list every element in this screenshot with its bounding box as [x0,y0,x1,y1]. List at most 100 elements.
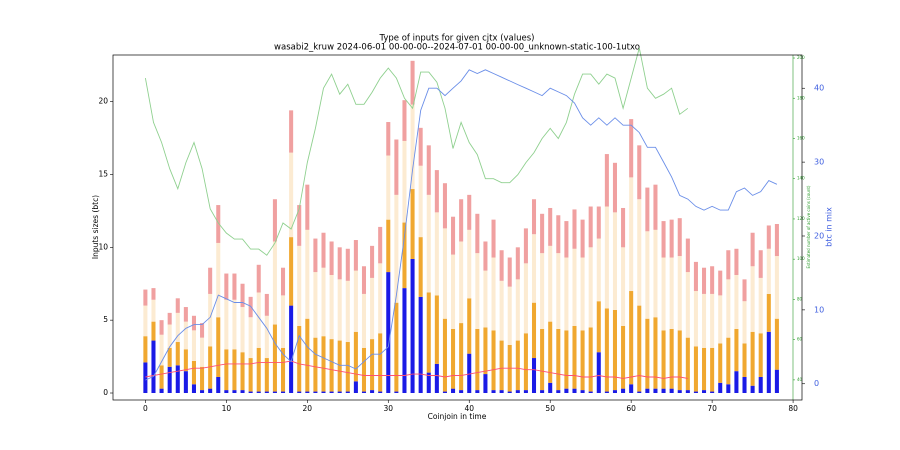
bar-segment [434,170,439,213]
bar-segment [248,317,253,359]
bar-segment [151,340,156,394]
bar-segment [280,295,286,348]
bar-segment [321,267,326,337]
bar-segment [434,212,439,296]
bar-segment [523,390,528,394]
bar-segment [685,238,690,273]
bar-segment [394,139,399,195]
bar-segment [758,277,763,334]
y3-tick-label: 200 [797,55,805,60]
bar-segment [588,327,593,392]
bar-segment [402,222,407,289]
bar-segment [742,279,747,302]
bar-segment [677,330,682,391]
bar-segment [669,257,674,329]
bar-segment [321,391,326,394]
y2-tick-label: 0 [814,379,819,388]
bar-segment [548,321,553,383]
bar-segment [734,328,739,372]
bar-segment [483,241,488,271]
bar-segment [191,384,196,394]
bar-segment [256,347,261,392]
bar-segment [515,390,520,394]
bar-segment [718,382,723,394]
bar-segment [232,349,237,391]
bar-segment [612,212,617,310]
bar-segment [208,388,213,394]
bar-segment [200,323,205,338]
bar-segment [200,390,205,394]
bar-segment [621,247,626,326]
bar-segment [191,360,196,385]
bar-segment [604,154,609,207]
bar-segment [734,371,739,394]
bar-segment [572,388,577,394]
y3-tick-label: 100 [797,256,805,261]
bar-segment [208,267,213,294]
bar-segment [272,391,277,394]
bar-segment [386,272,391,394]
bar-segment [523,333,528,391]
bar-segment [507,286,512,345]
bar-segment [475,328,480,391]
bar-segment [418,165,423,238]
bar-segment [305,229,310,319]
bar-segment [418,127,423,166]
bar-segment [661,388,666,394]
bar-segment [410,258,415,394]
bar-segment [272,199,277,242]
bar-segment [378,226,383,264]
bar-segment [434,295,439,364]
bar-segment [621,207,626,248]
bar-segment [353,381,358,394]
bar-segment [580,257,585,331]
bar-segment [661,221,666,258]
y2-tick-label: 20 [814,231,824,240]
bar-segment [240,390,245,394]
bar-segment [774,224,779,257]
y-axis-label: Inputs sizes (btc) [91,195,100,259]
bar-segment [410,189,415,259]
y3-tick-label: 120 [797,216,805,221]
bar-segment [523,228,528,264]
bar-segment [272,324,277,392]
bar-segment [378,333,383,392]
bar-segment [604,308,609,392]
bar-segment [556,253,561,329]
bar-segment [280,347,286,392]
bar-segment [588,247,593,328]
bar-segment [426,194,431,293]
y3-axis-label: Estimated number of active coins (count) [806,185,811,268]
bar-segment [580,330,585,391]
bar-segment [750,385,755,394]
bar-segment [750,232,755,267]
bar-segment [693,346,698,392]
bar-segment [637,145,642,200]
bar-segment [774,256,779,319]
bar-segment [766,225,771,249]
bar-segment [280,391,286,394]
bar-segment [345,342,350,392]
y2-tick-label: 40 [814,84,824,93]
bar-segment [677,390,682,394]
bar-segment [200,337,205,367]
bar-segment [426,372,431,394]
bar-segment [685,337,690,391]
bar-segment [361,391,367,394]
bar-segment [256,264,261,293]
bar-segment [378,391,383,394]
bar-segment [718,343,723,383]
bar-segment [653,229,658,318]
bar-segment [175,342,180,366]
y3-tick-label: 80 [797,296,803,301]
bar-segment [386,219,391,273]
bar-segment [710,293,715,348]
bar-segment [361,266,367,294]
bar-segment [370,277,375,340]
bar-segment [337,279,342,341]
bar-segment [483,270,488,328]
bar-segment [386,155,391,220]
bar-segment [175,365,180,394]
bar-segment [645,388,650,394]
